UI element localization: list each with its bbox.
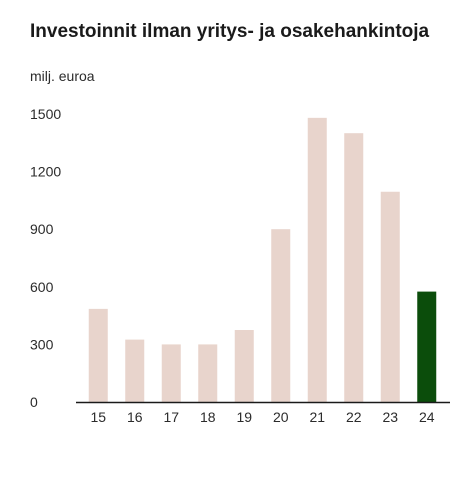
y-tick-label: 900: [30, 221, 54, 237]
bar-24: [417, 291, 437, 402]
x-tick-label: 15: [90, 409, 106, 425]
bar-23: [380, 191, 400, 402]
x-axis-ticks: 15 16 17 18 19 20 21 22 23 24: [90, 409, 434, 425]
x-tick-label: 22: [346, 409, 362, 425]
x-tick-label: 16: [127, 409, 143, 425]
x-tick-label: 17: [163, 409, 179, 425]
x-tick-label: 20: [273, 409, 289, 425]
bar-19: [234, 330, 254, 402]
x-tick-label: 18: [200, 409, 216, 425]
bar-15: [88, 308, 108, 402]
y-tick-label: 600: [30, 279, 54, 295]
bars: [88, 117, 437, 402]
bar-18: [198, 344, 218, 402]
bar-17: [161, 344, 181, 402]
y-tick-label: 300: [30, 336, 54, 352]
y-axis-ticks: 0 300 600 900 1200 1500: [30, 106, 61, 410]
bar-21: [307, 117, 327, 402]
bar-16: [125, 339, 145, 402]
bar-20: [271, 229, 291, 402]
chart-title: Investoinnit ilman yritys- ja osakehanki…: [30, 21, 430, 42]
x-tick-label: 19: [236, 409, 252, 425]
x-tick-label: 21: [309, 409, 325, 425]
x-tick-label: 23: [382, 409, 398, 425]
x-tick-label: 24: [419, 409, 435, 425]
y-tick-label: 0: [30, 394, 38, 410]
y-tick-label: 1500: [30, 106, 61, 122]
unit-label: milj. euroa: [30, 68, 95, 84]
bar-22: [344, 133, 364, 402]
y-tick-label: 1200: [30, 164, 61, 180]
